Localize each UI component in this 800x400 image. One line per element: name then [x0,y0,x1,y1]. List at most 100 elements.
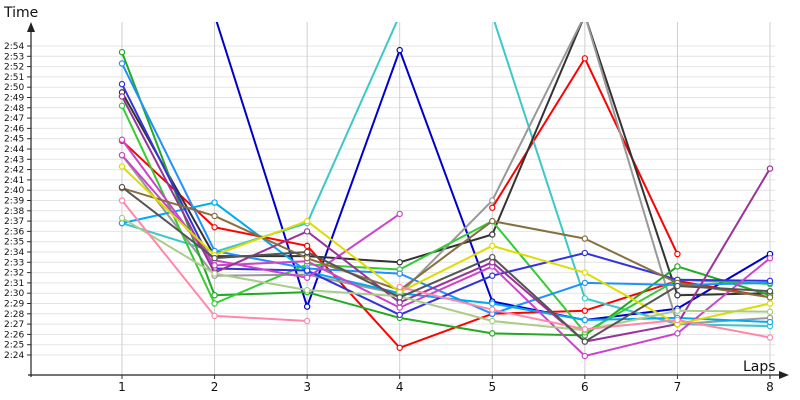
x-tick-label: 7 [674,380,682,394]
data-point [118,102,126,109]
data-point [118,80,126,88]
data-point [396,210,403,218]
data-point [211,270,218,277]
data-point [581,295,589,302]
data-point [766,308,774,315]
y-tick-label: 2:45 [4,135,24,145]
y-tick-label: 2:24 [4,351,24,361]
data-point [489,259,496,266]
data-point [396,299,403,306]
data-point [211,262,218,269]
data-point [396,270,403,277]
data-point [303,217,311,225]
y-axis-arrow [27,22,35,32]
series-lines [118,22,774,360]
data-point [118,136,126,143]
series-line [121,186,771,343]
x-tick-label: 5 [488,380,496,394]
y-tick-label: 2:42 [4,166,24,176]
series-line [121,22,771,328]
series-line [121,96,771,343]
series-line [121,63,771,315]
data-point [303,254,311,262]
data-point [303,274,311,281]
data-point [211,292,218,299]
y-axis-title: Time [3,5,38,21]
data-point [118,93,126,100]
y-tick-label: 2:30 [4,289,24,299]
data-point [396,259,403,266]
series-18 [118,197,311,325]
data-point [674,307,681,314]
series-3 [489,55,681,258]
data-point [766,334,774,341]
axes [27,22,789,379]
y-tick-label: 2:33 [4,258,24,268]
data-point [118,183,126,191]
data-point [581,307,589,314]
y-tick-label: 2:49 [4,94,24,104]
data-point [674,292,681,299]
data-point [211,312,218,320]
data-point [581,235,589,242]
data-point [396,46,403,54]
data-point [766,318,774,326]
data-point [396,311,403,319]
data-point [303,228,311,235]
data-point [489,253,496,261]
data-point [766,254,774,262]
data-point [581,316,589,324]
x-tick-label: 6 [581,380,589,394]
x-tick-label: 1 [118,380,126,394]
y-tick-label: 2:44 [4,145,24,155]
data-point [396,304,403,311]
series-8 [118,102,774,336]
data-point [766,277,774,285]
data-point [303,267,311,274]
data-point [581,249,589,257]
data-point [396,344,403,351]
y-tick-label: 2:51 [4,73,24,83]
data-point [674,250,681,258]
data-point [489,300,496,307]
data-point [396,283,403,291]
data-point [211,254,218,262]
y-tick-label: 2:36 [4,227,24,237]
data-point [766,287,774,295]
y-tick-label: 2:39 [4,197,24,207]
series-line [121,105,771,334]
data-point [303,248,311,256]
series-19 [396,283,774,341]
data-point [303,317,311,325]
series-line [121,217,771,332]
y-tick-label: 2:35 [4,238,24,248]
y-tick-label: 2:54 [4,42,24,52]
data-point [581,338,589,345]
series-14 [118,93,774,345]
data-point [118,151,126,159]
x-tick-label: 3 [303,380,311,394]
x-tick-label: 8 [766,380,774,394]
y-tick-label: 2:27 [4,320,24,330]
x-tick-label: 4 [396,380,404,394]
y-tick-label: 2:43 [4,155,24,165]
y-tick-label: 2:32 [4,269,24,279]
data-point [489,231,496,238]
data-point [581,55,589,62]
data-point [396,294,403,301]
data-point [581,279,589,287]
y-tick-label: 2:37 [4,217,24,227]
series-line [215,22,771,321]
data-point [118,163,126,170]
data-point [118,197,126,204]
data-point [489,242,496,250]
series-line [121,51,771,337]
y-tick-label: 2:52 [4,63,24,73]
y-tick-label: 2:25 [4,341,24,351]
y-tick-label: 2:47 [4,114,24,124]
y-tick-label: 2:26 [4,330,24,340]
series-20 [118,183,774,345]
series-line [121,154,401,279]
